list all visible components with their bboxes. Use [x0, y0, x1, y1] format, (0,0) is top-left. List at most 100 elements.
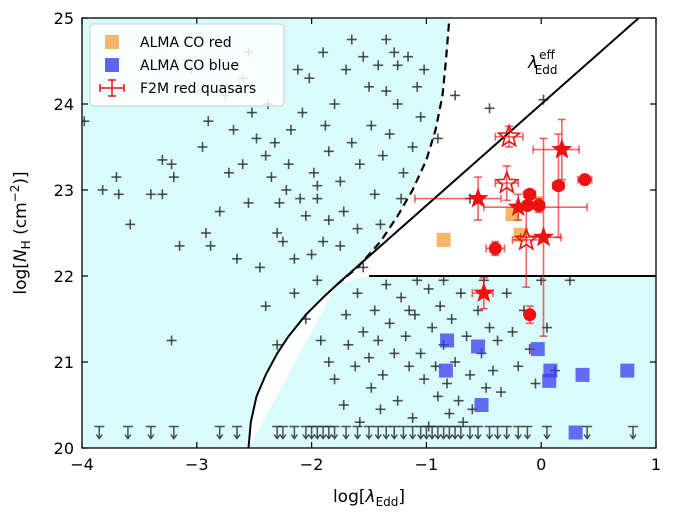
- plus-point: [384, 318, 395, 329]
- plus-point: [292, 64, 303, 75]
- plus-point: [329, 99, 340, 109]
- plus-point: [398, 167, 409, 178]
- plus-point: [400, 331, 411, 342]
- x-tick-label: −3: [185, 455, 209, 474]
- plus-point: [350, 361, 361, 372]
- plus-point: [341, 309, 352, 320]
- eff-curve-solid: [247, 283, 338, 448]
- plus-point: [427, 322, 438, 333]
- plus-point: [453, 395, 464, 406]
- plus-point: [113, 189, 124, 200]
- plus-point: [272, 228, 283, 238]
- plus-point: [450, 90, 461, 101]
- plus-point: [377, 369, 388, 380]
- plus-point: [513, 361, 524, 372]
- f2m-red-quasar-points: [467, 123, 592, 322]
- plus-point: [197, 142, 208, 152]
- plus-point: [352, 223, 363, 234]
- plus-point: [392, 395, 403, 406]
- f2m-star-open: [513, 226, 539, 251]
- plus-point: [381, 86, 392, 97]
- plus-point: [338, 400, 349, 410]
- f2m-circle-point: [551, 179, 565, 193]
- plus-point: [403, 51, 414, 62]
- alma-blue-square: [542, 373, 557, 388]
- plus-point: [392, 99, 403, 109]
- upper-limit-point: [341, 425, 352, 440]
- plus-point: [312, 275, 323, 286]
- plus-point: [308, 167, 319, 178]
- plus-point: [329, 374, 340, 385]
- plus-point: [260, 301, 271, 312]
- plus-point: [461, 331, 472, 342]
- plus-point: [389, 47, 400, 58]
- plus-point: [157, 154, 168, 165]
- upper-limit-points: [94, 425, 639, 440]
- plus-point: [375, 404, 386, 415]
- plus-point: [458, 417, 469, 428]
- upper-limit-point: [628, 425, 639, 440]
- plus-point: [358, 326, 369, 337]
- plus-point: [419, 64, 430, 75]
- plus-point: [246, 107, 257, 118]
- legend-label-f2m: F2M red quasars: [140, 81, 256, 97]
- upper-limit-point: [473, 425, 484, 440]
- plus-point: [251, 133, 262, 144]
- x-tick-label: 1: [651, 455, 661, 474]
- f2m-star-filled: [551, 138, 573, 159]
- plus-point: [381, 279, 392, 290]
- plus-point: [335, 240, 346, 251]
- x-tick-label: −1: [415, 455, 439, 474]
- plus-point: [200, 228, 211, 238]
- x-axis-title: log[λEdd]: [333, 487, 405, 509]
- plus-point: [354, 417, 365, 428]
- plus-point: [487, 365, 498, 376]
- plus-point: [450, 357, 461, 367]
- plus-point: [269, 137, 280, 148]
- plus-point: [415, 348, 426, 359]
- f2m-circle-point: [532, 198, 546, 212]
- plus-point: [272, 339, 283, 350]
- plus-point: [157, 189, 168, 200]
- upper-limit-point: [582, 425, 593, 440]
- plus-point: [507, 326, 518, 337]
- plus-point: [373, 335, 384, 346]
- plus-point: [473, 305, 484, 316]
- plus-point: [384, 129, 395, 140]
- y-tick-label: 23: [54, 181, 74, 200]
- f2m-star-filled: [467, 187, 489, 208]
- plus-point: [407, 142, 418, 152]
- plus-point: [423, 283, 434, 294]
- x-tick-label: −2: [300, 455, 324, 474]
- plus-point: [166, 335, 177, 346]
- plus-point: [335, 176, 346, 187]
- plus-point: [354, 159, 365, 170]
- legend-box: [89, 23, 285, 107]
- error-bar: [414, 176, 502, 221]
- upper-limit-point: [168, 425, 179, 440]
- plus-point: [323, 357, 334, 367]
- plus-point: [125, 219, 136, 230]
- plus-point: [492, 335, 503, 346]
- plus-point: [297, 107, 308, 118]
- upper-limit-point: [277, 425, 288, 440]
- upper-limit-point: [389, 425, 400, 440]
- upper-limit-point: [501, 425, 512, 440]
- plus-point: [358, 262, 369, 273]
- plus-point: [174, 240, 185, 251]
- plus-point: [481, 382, 492, 393]
- f2m-star-filled: [507, 196, 529, 217]
- upper-limit-point: [364, 425, 374, 440]
- f2m-circle-point: [520, 198, 534, 212]
- y-tick-label: 24: [54, 95, 74, 114]
- plus-point: [111, 172, 122, 183]
- plus-point: [358, 51, 369, 62]
- plus-point: [97, 185, 108, 195]
- plus-point: [496, 387, 507, 398]
- plus-point: [285, 124, 296, 135]
- x-tick-label: 0: [536, 455, 546, 474]
- plus-point: [168, 172, 179, 183]
- plus-point: [304, 73, 315, 84]
- upper-limit-point: [94, 425, 105, 440]
- plus-point: [369, 305, 380, 316]
